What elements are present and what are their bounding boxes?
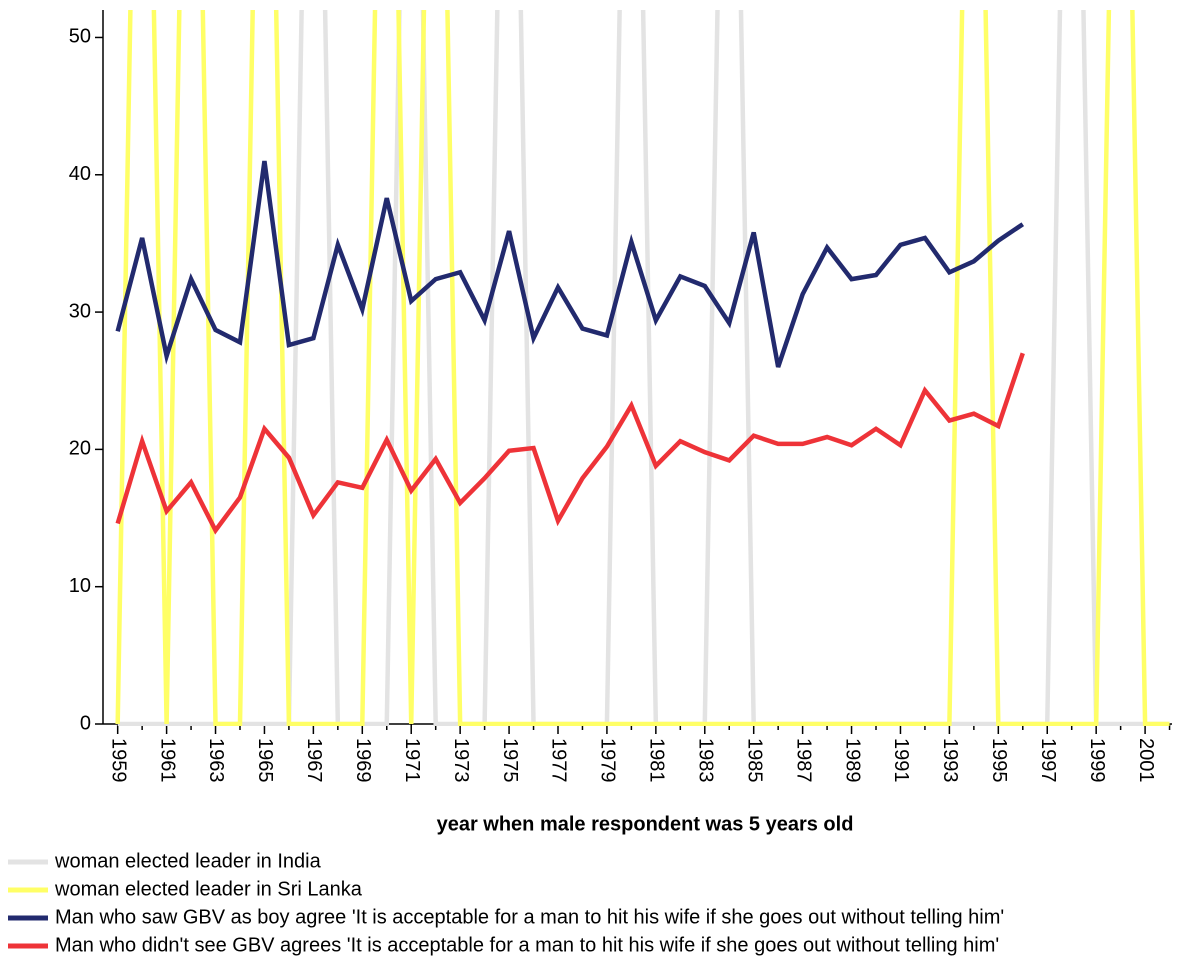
y-tick-label: 50 [69, 26, 91, 48]
x-tick-label: 1991 [890, 738, 912, 783]
x-tick-label: 1989 [841, 738, 863, 783]
x-tick-label: 1979 [597, 738, 619, 783]
y-tick-label: 40 [69, 163, 91, 185]
y-tick-label: 0 [80, 712, 91, 734]
x-tick-label: 1981 [646, 738, 668, 783]
x-tick-label: 1995 [988, 738, 1010, 783]
x-tick-label: 1971 [401, 738, 423, 783]
series-line [115, 10, 1170, 726]
x-tick-label: 1985 [743, 738, 765, 783]
legend-label: Man who didn't see GBV agrees 'It is acc… [55, 934, 999, 956]
series-line [115, 160, 1025, 368]
x-tick-label: 2001 [1135, 738, 1157, 783]
x-tick-label: 1987 [792, 738, 814, 783]
x-tick-label: 1977 [548, 738, 570, 783]
x-tick-label: 1975 [499, 738, 521, 783]
x-tick-label: 1963 [205, 738, 227, 783]
x-tick-label: 1961 [156, 738, 178, 783]
x-tick-label: 1973 [450, 738, 472, 783]
series-line [115, 352, 1025, 535]
x-tick-label: 1967 [303, 738, 325, 783]
x-tick-label: 1965 [254, 738, 276, 783]
plot-area [115, 10, 1170, 726]
legend-label: woman elected leader in Sri Lanka [54, 878, 363, 900]
y-tick-label: 20 [69, 438, 91, 460]
x-tick-label: 1959 [107, 738, 129, 783]
x-tick-label: 1993 [939, 738, 961, 783]
legend-label: Man who saw GBV as boy agree 'It is acce… [55, 906, 1004, 928]
x-tick-label: 1983 [694, 738, 716, 783]
series-line [117, 10, 1170, 726]
x-axis-title: year when male respondent was 5 years ol… [437, 813, 854, 835]
x-tick-label: 1997 [1037, 738, 1059, 783]
x-tick-label: 1969 [352, 738, 374, 783]
x-tick-label: 1999 [1086, 738, 1108, 783]
y-tick-label: 10 [69, 575, 91, 597]
legend-label: woman elected leader in India [54, 850, 322, 872]
y-tick-label: 30 [69, 300, 91, 322]
